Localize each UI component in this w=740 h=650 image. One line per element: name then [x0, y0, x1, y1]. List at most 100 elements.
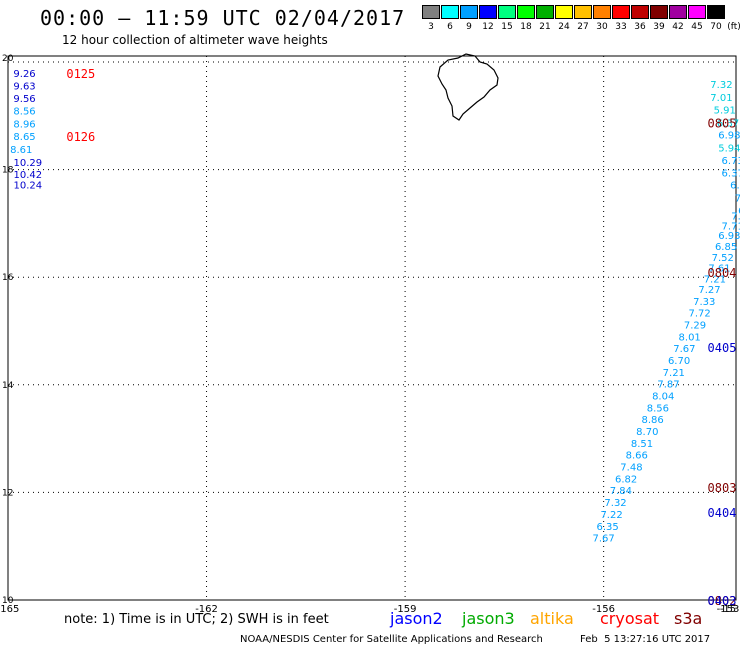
color-scale-label: 39 [653, 22, 665, 32]
color-scale-label: 6 [447, 22, 453, 32]
y-tick-label: 12 [2, 488, 13, 498]
page-subtitle: 12 hour collection of altimeter wave hei… [62, 33, 328, 47]
color-swatch-12 [479, 5, 497, 19]
data-point-label: 10.29 [14, 158, 43, 169]
x-tick-label: -159 [394, 604, 417, 615]
color-swatch-36 [631, 5, 649, 19]
data-point-label: 8.96 [13, 119, 35, 130]
data-point-label: 8.56 [647, 403, 669, 414]
data-point-label: 7.22 [600, 510, 622, 521]
color-scale-label: 27 [577, 22, 589, 32]
data-point-label: 9.26 [13, 69, 35, 80]
color-scale-label: 3 [428, 22, 434, 32]
data-point-label: 7. [731, 211, 740, 222]
data-point-label: 5.91 [714, 105, 736, 116]
data-point-label: 6.85 [715, 242, 737, 253]
color-swatch-24 [555, 5, 573, 19]
color-swatch-18 [517, 5, 535, 19]
time-annotation: 0126 [66, 130, 95, 144]
data-point-label: 7.48 [620, 463, 642, 474]
credit-line: NOAA/NESDIS Center for Satellite Applica… [240, 634, 543, 645]
data-point-label: 7.61 [708, 264, 730, 275]
time-annotation: 0125 [66, 67, 95, 81]
data-point-label: 6.35 [596, 522, 618, 533]
x-tick-label: -165 [0, 604, 19, 615]
data-point-label: 7.32 [710, 80, 732, 91]
color-swatch-33 [612, 5, 630, 19]
data-point-label: 7.27 [698, 285, 720, 296]
generated-timestamp: Feb 5 13:27:16 UTC 2017 [580, 634, 711, 645]
color-swatch-9 [460, 5, 478, 19]
data-point-label: 8.65 [13, 132, 35, 143]
plot-frame [7, 55, 737, 601]
y-tick-label: 10 [2, 596, 14, 606]
data-point-label: 8.51 [631, 439, 653, 450]
data-point-label: 6.98 [718, 131, 740, 142]
y-tick-label: 16 [2, 273, 14, 283]
data-point-label: 7.01 [710, 93, 732, 104]
color-swatch-30 [593, 5, 611, 19]
color-scale-label: 9 [466, 22, 472, 32]
legend-s3a: s3a [674, 609, 703, 628]
data-point-label: 7.33 [693, 297, 715, 308]
color-scale-label: 42 [672, 22, 684, 32]
data-point-label: 10.24 [14, 181, 43, 192]
x-tick-label: -156 [592, 604, 615, 615]
color-scale-label: 45 [691, 22, 703, 32]
data-point-label: 7.43 [735, 194, 740, 205]
data-point-label: 7.29 [684, 321, 706, 332]
data-point-label: 8.01 [679, 332, 701, 343]
data-point-label: 6.37 [717, 118, 739, 129]
data-point-label: 6.93 [718, 231, 740, 242]
color-scale-label: 33 [615, 22, 627, 32]
data-point-label: 8.70 [636, 427, 658, 438]
page-title: 00:00 – 11:59 UTC 02/04/2017 [40, 6, 406, 30]
color-swatch-21 [536, 5, 554, 19]
color-scale-label: 12 [482, 22, 494, 32]
color-scale-label: 30 [596, 22, 608, 32]
color-swatch-45 [688, 5, 706, 19]
data-point-label: 7.67 [593, 534, 615, 545]
y-tick-label: 14 [2, 381, 14, 391]
data-point-label: 8.61 [10, 145, 32, 156]
data-point-label: 7.32 [604, 498, 626, 509]
data-point-label: 7.67 [673, 344, 695, 355]
footer-note: note: 1) Time is in UTC; 2) SWH is in fe… [64, 612, 329, 627]
color-scale-label: 24 [558, 22, 570, 32]
data-point-label: 6.82 [615, 474, 637, 485]
data-point-label: 7.21 [704, 274, 726, 285]
island-coastline [437, 53, 499, 121]
legend-cryosat: cryosat [600, 609, 660, 628]
data-point-label: 9.63 [13, 82, 35, 93]
data-point-label: 8.86 [641, 415, 663, 426]
time-annotation: 0405 [708, 341, 737, 355]
x-tick-label: -153 [717, 604, 740, 615]
x-tick-label: -15 [720, 604, 736, 615]
data-point-label: 6.70 [668, 356, 690, 367]
data-point-label: 9.56 [13, 94, 35, 105]
time-annotation: 0803 [708, 481, 737, 495]
data-point-label: 7.87 [657, 380, 679, 391]
color-swatch-27 [574, 5, 592, 19]
color-swatch-3 [422, 5, 440, 19]
color-scale-label: 36 [634, 22, 646, 32]
legend-jason3: jason3 [462, 609, 515, 628]
color-scale-unit: (ft) [727, 22, 740, 32]
data-point-label: 8.66 [626, 451, 648, 462]
time-annotation: 0403 [708, 594, 737, 608]
color-swatch-70 [707, 5, 725, 19]
data-point-label: 6.48 [738, 206, 740, 217]
legend-altika: altika [530, 609, 574, 628]
data-point-label: 7.71 [722, 222, 740, 233]
time-annotation: 0802 [708, 594, 737, 608]
data-point-label: 5.94 [718, 144, 740, 155]
color-scale-label: 18 [520, 22, 532, 32]
color-scale-label: 15 [501, 22, 513, 32]
data-point-label: 10.42 [14, 170, 43, 181]
color-swatch-6 [441, 5, 459, 19]
legend-jason2: jason2 [390, 609, 443, 628]
data-point-label: 6.73 [722, 156, 740, 167]
color-swatch-42 [669, 5, 687, 19]
time-annotation: 0805 [708, 116, 737, 130]
